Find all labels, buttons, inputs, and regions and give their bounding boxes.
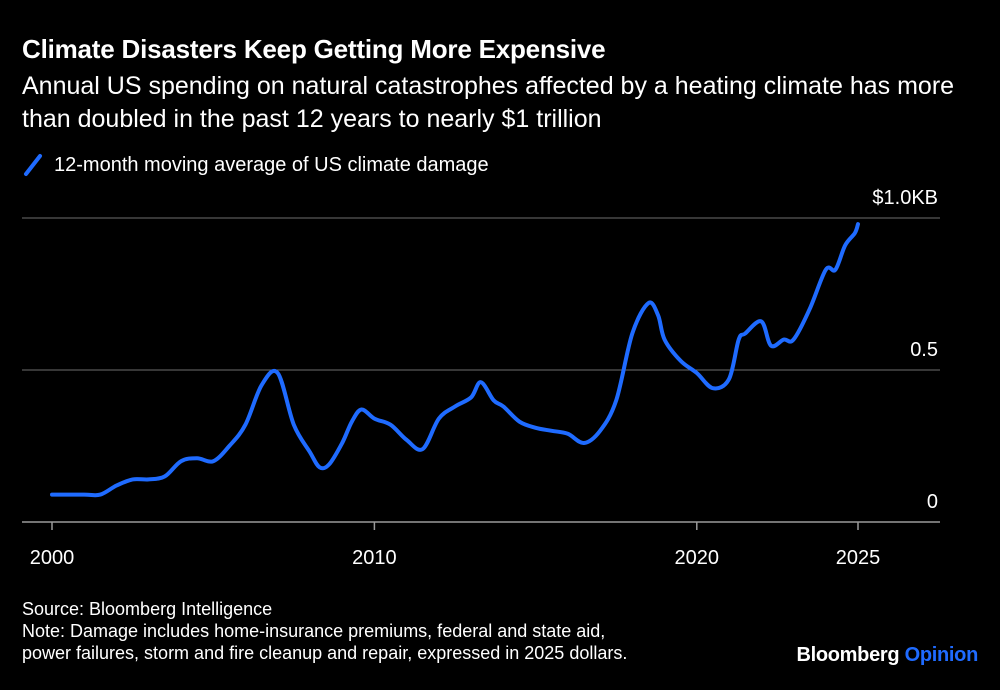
chart-title: Climate Disasters Keep Getting More Expe… xyxy=(22,34,606,64)
y-tick-label-2: $1.0KB xyxy=(872,187,938,209)
footer: Source: Bloomberg Intelligence Note: Dam… xyxy=(22,598,627,664)
x-tick-label-2010: 2010 xyxy=(352,547,397,569)
y-tick-label-0: 0 xyxy=(927,491,938,513)
x-tick-label-2025: 2025 xyxy=(836,547,881,569)
series-line-0 xyxy=(50,222,860,498)
legend: 12-month moving average of US climate da… xyxy=(22,152,489,178)
note-text-line-2: power failures, storm and fire cleanup a… xyxy=(22,643,628,663)
brand-bloomberg: Bloomberg xyxy=(796,644,900,666)
legend-line-icon xyxy=(24,154,42,176)
x-tick-label-2000: 2000 xyxy=(30,547,75,569)
note-text-line-1: Note: Damage includes home-insurance pre… xyxy=(22,621,606,641)
brand-opinion: Opinion xyxy=(904,644,979,666)
source-text: Source: Bloomberg Intelligence xyxy=(22,599,273,619)
x-tick-label-2020: 2020 xyxy=(675,547,720,569)
legend-label: 12-month moving average of US climate da… xyxy=(54,153,489,176)
chart-subtitle: Annual US spending on natural catastroph… xyxy=(22,72,955,133)
brand-logo: Bloomberg Opinion xyxy=(796,644,978,667)
y-tick-label-1: 0.5 xyxy=(910,339,938,361)
